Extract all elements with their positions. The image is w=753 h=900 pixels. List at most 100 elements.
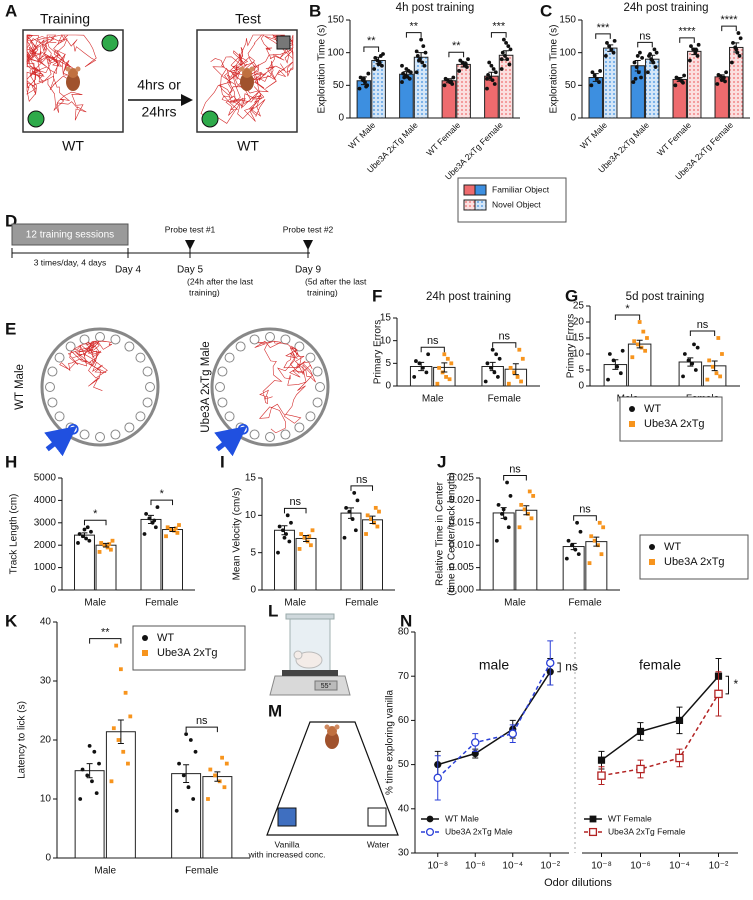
- legend-label: Ube3A 2xTg: [664, 556, 725, 568]
- data-point: [342, 535, 347, 540]
- y-tick-label: 1000: [34, 562, 57, 573]
- significance-bracket: [89, 638, 122, 644]
- data-point: [508, 494, 513, 498]
- data-point: [485, 86, 489, 91]
- data-point: [635, 342, 640, 347]
- error-bar: [418, 361, 425, 372]
- data-point: [425, 827, 435, 837]
- data-point: [90, 779, 94, 784]
- maze-hole: [142, 397, 153, 408]
- y-tick-label: 0.025: [449, 473, 474, 484]
- data-point: [731, 40, 735, 45]
- data-point: [506, 525, 511, 530]
- data-point: [206, 797, 210, 801]
- data-point: [366, 71, 371, 76]
- timeline-days: [127, 240, 313, 258]
- maze-hole: [217, 366, 228, 377]
- data-point: [412, 375, 417, 379]
- legend-box: [639, 534, 749, 580]
- data-point: [494, 352, 499, 357]
- trajectory: [59, 340, 113, 391]
- data-point: [500, 50, 505, 55]
- data-point: [687, 58, 692, 63]
- data-point: [588, 827, 598, 837]
- maze-hole: [265, 332, 275, 342]
- data-point: [164, 534, 168, 539]
- data-point: [589, 815, 597, 823]
- data-point: [639, 75, 643, 80]
- bar: [603, 47, 618, 119]
- significance-label: ns: [697, 319, 709, 331]
- data-point: [426, 352, 431, 357]
- chart-title: 5d post training: [626, 291, 705, 303]
- mouse-icon: [65, 66, 71, 72]
- y-tick-label: 10: [40, 794, 52, 805]
- data-point: [94, 791, 99, 795]
- data-point: [640, 55, 645, 60]
- bar: [585, 541, 608, 591]
- data-point: [169, 527, 173, 532]
- error-bar: [81, 532, 88, 538]
- data-point: [631, 80, 636, 84]
- error-bar: [445, 78, 452, 84]
- significance-bracket: [83, 519, 107, 526]
- data-point: [401, 71, 405, 76]
- data-point: [649, 544, 655, 550]
- error-bar: [147, 514, 154, 524]
- data-point: [597, 756, 606, 764]
- data-point: [508, 365, 513, 370]
- mouse-icon: [68, 68, 78, 78]
- data-point: [222, 785, 227, 790]
- data-point: [344, 505, 349, 510]
- y-tick-label: 30: [40, 676, 52, 687]
- data-point: [675, 716, 684, 724]
- data-point: [612, 39, 617, 43]
- day-note: training): [189, 287, 220, 297]
- error-bar: [369, 515, 376, 525]
- error-bar: [347, 507, 354, 519]
- maze-hole: [95, 432, 105, 442]
- significance-label: **: [409, 21, 418, 33]
- error-bar: [523, 505, 530, 516]
- data-point: [76, 541, 80, 545]
- data-point: [630, 355, 635, 360]
- data-point: [419, 37, 423, 42]
- data-point: [89, 529, 93, 534]
- maze-hole: [142, 366, 153, 377]
- data-point: [297, 547, 302, 551]
- data-point: [529, 516, 534, 521]
- data-point: [695, 345, 700, 350]
- error-bar: [676, 76, 683, 82]
- bar: [140, 518, 162, 591]
- data-point: [463, 61, 468, 66]
- x-tick-label: Male: [94, 866, 116, 877]
- error-bar: [718, 74, 725, 80]
- maze-hole: [294, 422, 305, 433]
- data-point: [466, 57, 470, 62]
- x-tick-label: WT Male: [578, 120, 609, 151]
- data-point: [116, 738, 121, 742]
- day-label: Day 5: [177, 265, 204, 276]
- y-axis-label: Exploration Time (s): [549, 25, 560, 114]
- legend-box: [132, 625, 246, 671]
- significance-label: ns: [196, 715, 208, 727]
- data-point: [714, 371, 719, 376]
- error-bar: [375, 56, 382, 65]
- error-bar: [281, 525, 288, 536]
- data-point: [515, 375, 520, 379]
- data-point: [682, 73, 687, 78]
- probe-marker: [185, 240, 195, 250]
- x-tick-label: 10⁻⁶: [630, 861, 651, 872]
- legend-label: Ube3A 2xTg: [644, 418, 705, 430]
- data-point: [142, 635, 148, 641]
- data-point: [682, 352, 687, 356]
- x-tick-label: 10⁻⁴: [669, 861, 690, 872]
- data-point: [638, 50, 642, 55]
- panel-label: A: [5, 1, 17, 20]
- data-point: [620, 348, 625, 353]
- bar: [171, 773, 202, 859]
- data-point: [77, 532, 82, 536]
- maze-hole: [215, 382, 225, 392]
- day-label: Day 9: [295, 265, 322, 276]
- legend-label: Novel Object: [492, 199, 541, 209]
